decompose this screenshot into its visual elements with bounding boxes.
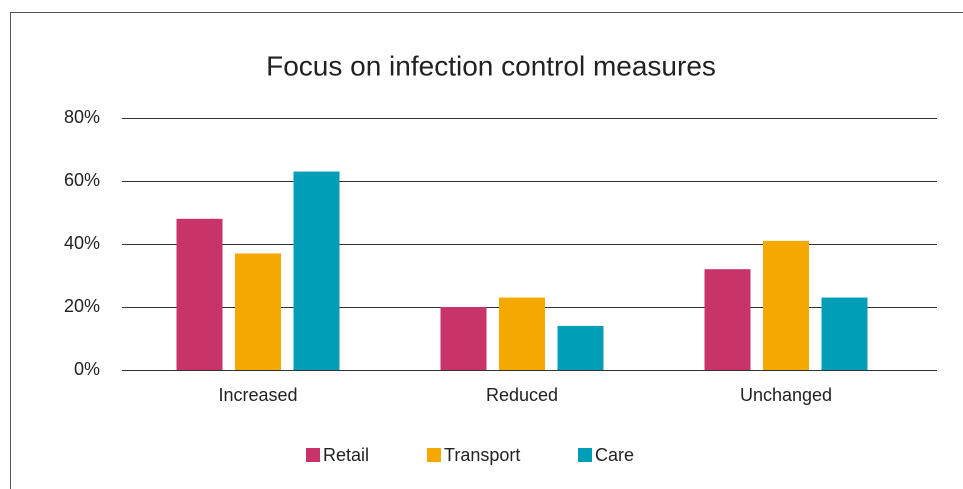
legend-label: Care	[595, 445, 634, 465]
legend-swatch	[578, 448, 592, 462]
bar	[440, 307, 487, 370]
y-tick-label: 0%	[74, 359, 100, 379]
legend-swatch	[427, 448, 441, 462]
y-tick-label: 20%	[64, 296, 100, 316]
bar	[176, 218, 223, 370]
bar	[293, 171, 340, 370]
bar	[763, 240, 809, 370]
x-tick-label: Increased	[218, 385, 297, 405]
x-tick-label: Reduced	[486, 385, 558, 405]
bar	[821, 297, 868, 370]
y-tick-label: 60%	[64, 170, 100, 190]
legend-swatch	[306, 448, 320, 462]
y-tick-label: 80%	[64, 107, 100, 127]
legend-label: Retail	[323, 445, 369, 465]
chart-title: Focus on infection control measures	[266, 50, 716, 81]
bar	[557, 325, 604, 370]
y-tick-label: 40%	[64, 233, 100, 253]
bar	[499, 297, 545, 370]
bar	[704, 269, 751, 370]
legend-label: Transport	[444, 445, 520, 465]
bar	[235, 253, 281, 370]
chart-frame	[10, 12, 963, 489]
x-tick-label: Unchanged	[740, 385, 832, 405]
